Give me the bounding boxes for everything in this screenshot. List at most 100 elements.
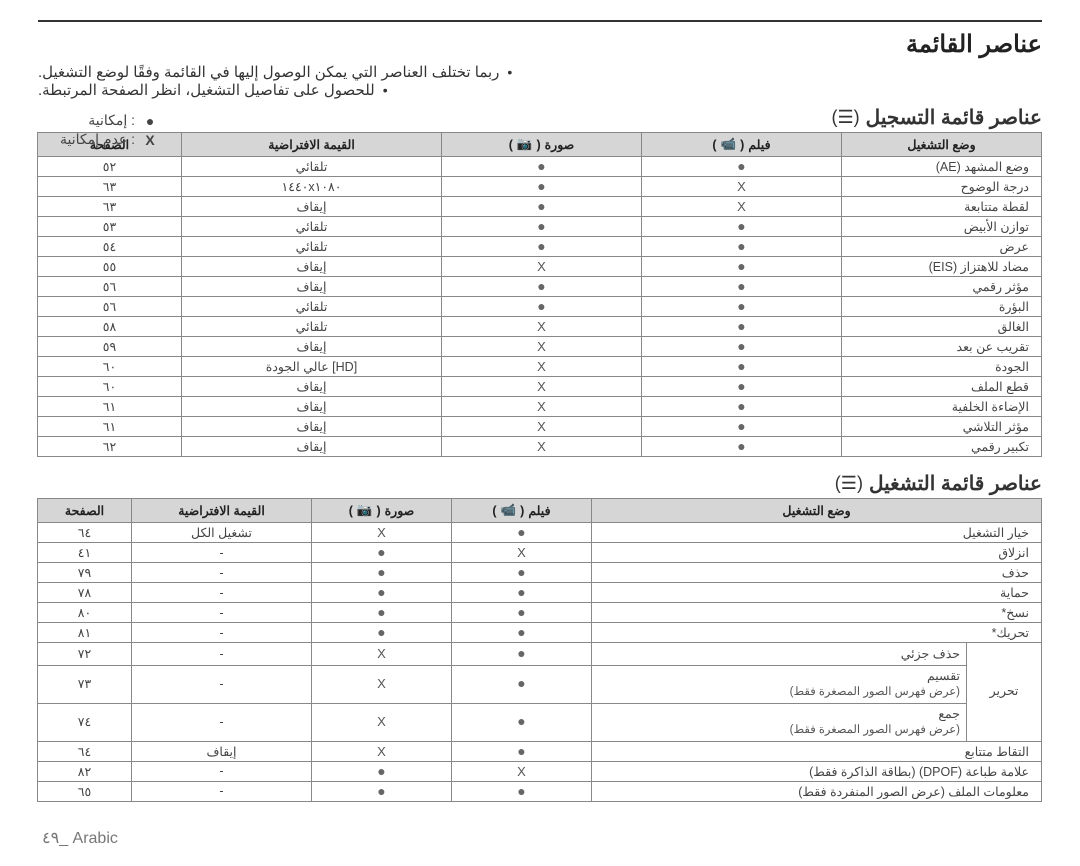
table-row: قطع الملف●Xإيقاف٦٠ (38, 377, 1042, 397)
available-dot: ● (737, 358, 745, 374)
not-available-x: X (537, 379, 546, 394)
video-cell: ● (642, 357, 842, 377)
mode-cell: نسخ* (592, 603, 1042, 623)
video-cell: ● (452, 781, 592, 801)
available-dot: ● (377, 783, 385, 799)
table-row: مؤثر التلاشي●Xإيقاف٦١ (38, 417, 1042, 437)
table-row: البؤرة●●تلقائي٥٦ (38, 297, 1042, 317)
available-dot: ● (537, 218, 545, 234)
page-cell: ٧٨ (38, 583, 132, 603)
video-cell: ● (642, 157, 842, 177)
available-dot: ● (537, 198, 545, 214)
available-dot: ● (517, 675, 525, 691)
table-row: خيار التشغيل●Xتشغيل الكل٦٤ (38, 523, 1042, 543)
legend-not-label: : عدم إمكانية (60, 131, 135, 148)
mode-cell: حذف (592, 563, 1042, 583)
page-cell: ٦٣ (38, 197, 182, 217)
col-page-play: الصفحة (38, 499, 132, 523)
table-row: جمع(عرض فهرس الصور المصغرة فقط)●X-٧٤ (38, 703, 1042, 741)
video-cell: ● (642, 297, 842, 317)
not-available-x: X (737, 179, 746, 194)
available-dot: ● (517, 743, 525, 759)
not-available-x: X (377, 525, 386, 540)
video-cell: ● (452, 603, 592, 623)
page-cell: ٧٩ (38, 563, 132, 583)
table-row: نسخ*●●-٨٠ (38, 603, 1042, 623)
not-available-x: X (517, 764, 526, 779)
available-dot: ● (377, 624, 385, 640)
legend-available-label: : إمكانية (88, 112, 135, 129)
photo-cell: ● (442, 297, 642, 317)
mode-cell: خيار التشغيل (592, 523, 1042, 543)
available-dot: ● (737, 438, 745, 454)
video-cell: ● (452, 563, 592, 583)
page-cell: ٦٢ (38, 437, 182, 457)
playback-section-title: عناصر قائمة التشغيل (☰) (38, 471, 1042, 496)
page-cell: ٧٣ (38, 666, 132, 704)
video-cell: ● (642, 417, 842, 437)
mode-cell: وضع المشهد (AE) (842, 157, 1042, 177)
photo-cell: X (312, 643, 452, 666)
page-cell: ٧٤ (38, 703, 132, 741)
available-dot: ● (517, 783, 525, 799)
available-dot: ● (737, 398, 745, 414)
table-row: وضع المشهد (AE)●●تلقائي٥٢ (38, 157, 1042, 177)
available-dot: ● (737, 158, 745, 174)
not-available-x: X (377, 646, 386, 661)
table-row: تقريب عن بعد●Xإيقاف٥٩ (38, 337, 1042, 357)
top-rule (38, 20, 1042, 22)
video-cell: ● (452, 741, 592, 761)
default-cell: إيقاف (182, 277, 442, 297)
page-cell: ٤١ (38, 543, 132, 563)
mode-cell: الإضاءة الخلفية (842, 397, 1042, 417)
playback-table: وضع التشغيل فيلم (📹) صورة (📷) القيمة الا… (37, 498, 1042, 802)
menu-icon-2: (☰) (835, 473, 863, 494)
mode-cell: معلومات الملف (عرض الصور المنفردة فقط) (592, 781, 1042, 801)
available-dot: ● (377, 584, 385, 600)
mode-cell: مؤثر رقمي (842, 277, 1042, 297)
table-row: درجة الوضوحX●١٤٤٠x١٠٨٠٦٣ (38, 177, 1042, 197)
default-cell: [HD] عالي الجودة (182, 357, 442, 377)
not-available-x: X (537, 399, 546, 414)
default-cell: تلقائي (182, 217, 442, 237)
available-dot: ● (537, 158, 545, 174)
default-cell: - (132, 623, 312, 643)
not-available-x: X (377, 714, 386, 729)
available-dot: ● (377, 544, 385, 560)
available-dot: ● (737, 418, 745, 434)
table-row: تحريرحذف جزئي●X-٧٢ (38, 643, 1042, 666)
photo-cell: ● (442, 197, 642, 217)
photo-cell: ● (312, 603, 452, 623)
mode-cell: تقريب عن بعد (842, 337, 1042, 357)
table-row: عرض●●تلقائي٥٤ (38, 237, 1042, 257)
available-dot: ● (377, 604, 385, 620)
table-row: تكبير رقمي●Xإيقاف٦٢ (38, 437, 1042, 457)
default-cell: إيقاف (132, 741, 312, 761)
available-dot: ● (517, 604, 525, 620)
video-cell: ● (642, 317, 842, 337)
page-cell: ٥٥ (38, 257, 182, 277)
available-dot: ● (737, 378, 745, 394)
page-cell: ٥٦ (38, 297, 182, 317)
mode-cell: التقاط متتابع (592, 741, 1042, 761)
default-cell: إيقاف (182, 257, 442, 277)
not-available-x: X (537, 259, 546, 274)
photo-cell: X (442, 417, 642, 437)
available-dot: ● (737, 238, 745, 254)
mode-cell: عرض (842, 237, 1042, 257)
mode-cell: البؤرة (842, 297, 1042, 317)
photo-cell: ● (442, 217, 642, 237)
photo-cell: ● (312, 543, 452, 563)
table-row: مؤثر رقمي●●إيقاف٥٦ (38, 277, 1042, 297)
video-cell: X (642, 197, 842, 217)
page-cell: ٥٨ (38, 317, 182, 337)
photo-cell: ● (442, 237, 642, 257)
video-cell: X (642, 177, 842, 197)
bullet-1: ربما تختلف العناصر التي يمكن الوصول إليه… (38, 63, 499, 81)
table-row: الإضاءة الخلفية●Xإيقاف٦١ (38, 397, 1042, 417)
page-cell: ٨٢ (38, 761, 132, 781)
video-cell: ● (642, 437, 842, 457)
table-row: معلومات الملف (عرض الصور المنفردة فقط) ● ●… (38, 781, 1042, 801)
mode-cell: انزلاق (592, 543, 1042, 563)
legend: ● : إمكانية X : عدم إمكانية (60, 112, 159, 150)
